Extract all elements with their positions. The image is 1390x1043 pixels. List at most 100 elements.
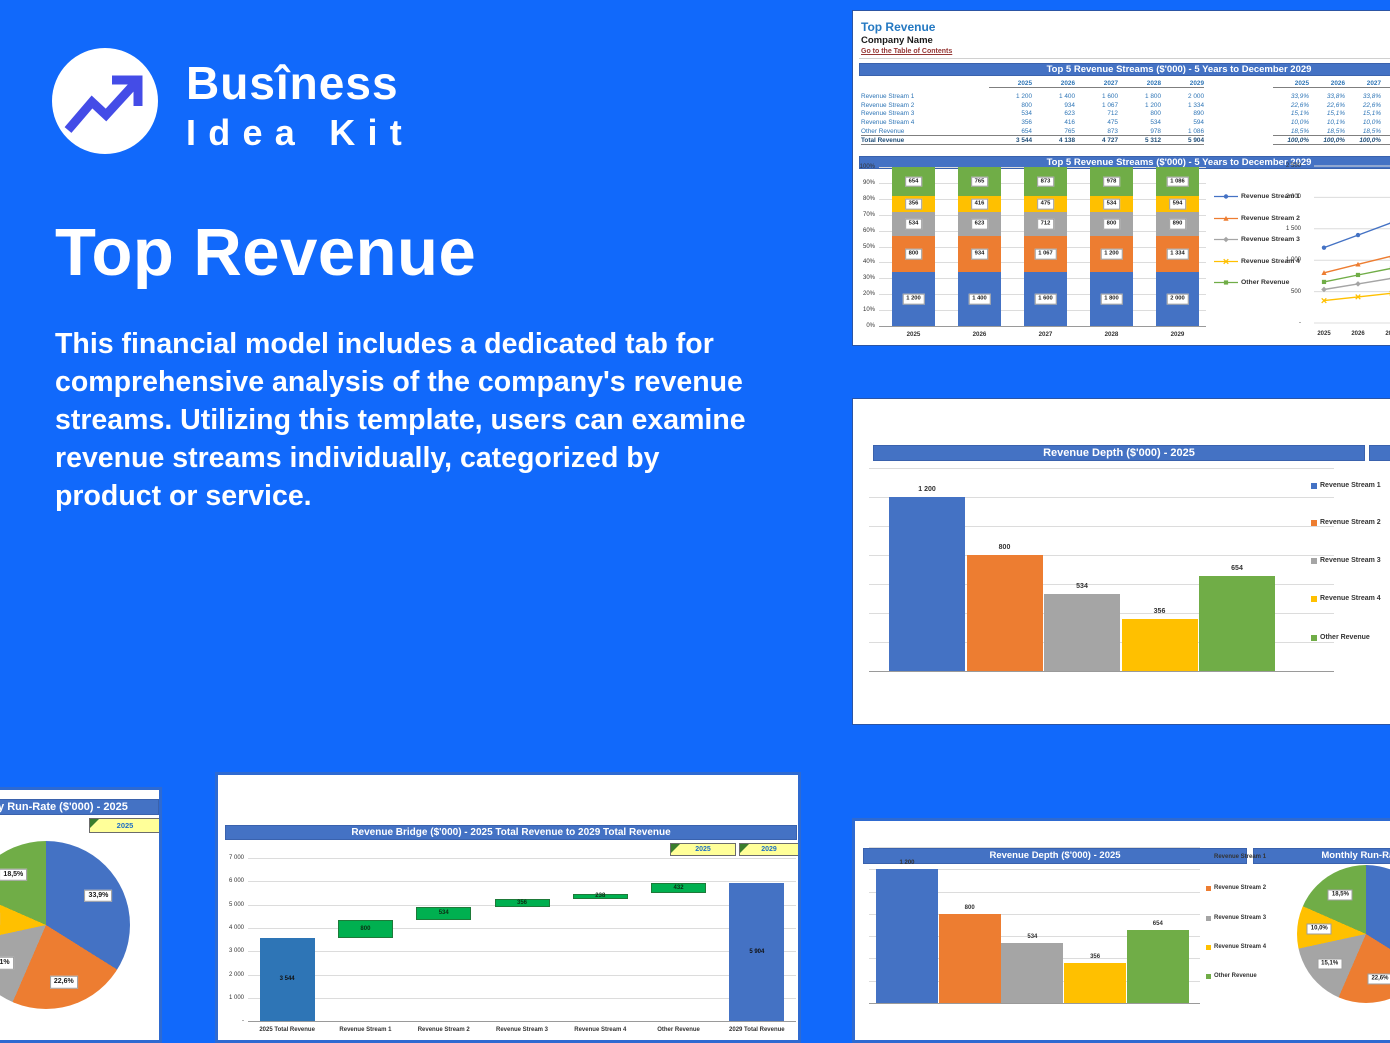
table-cell: 18,5% xyxy=(1345,128,1381,136)
bar-segment-label: 765 xyxy=(970,176,989,188)
bar-value-label: 534 xyxy=(1076,582,1088,590)
table-cell: 2026 xyxy=(1032,80,1075,88)
legend-label: Other Revenue xyxy=(1214,973,1257,979)
table-cell: 2 000 xyxy=(1188,92,1204,100)
table-cell: 100,0% xyxy=(1309,137,1345,145)
table-cell: 18,5% xyxy=(1273,128,1309,136)
brand-wordmark: Busîness Idea Kit xyxy=(186,56,414,154)
revenue-stream-3-legend-swatch xyxy=(1206,915,1211,921)
bar-segment-label: 934 xyxy=(970,248,989,260)
x-axis-label: 2028 xyxy=(1104,331,1119,338)
table-header-row: 202520262027202820292025202620272028 xyxy=(861,79,1390,89)
y-axis-label: 20% xyxy=(862,291,875,298)
y-axis-label: 1 000 xyxy=(228,994,244,1001)
table-cell: 890 xyxy=(1193,110,1204,118)
runrate-title-bar: Monthly Run-Rate ($'000) - 2025 xyxy=(0,799,159,815)
legend-label: Revenue Stream 1 xyxy=(1241,193,1300,200)
table-of-contents-link[interactable]: Go to the Table of Contents xyxy=(861,48,953,55)
bar-segment-label: 1 067 xyxy=(1034,248,1057,260)
bar-segment-label: 1 200 xyxy=(1100,248,1123,260)
gridline xyxy=(869,671,1334,672)
pie-slice-label: 33,9% xyxy=(84,889,113,903)
table-cell: 765 xyxy=(1032,128,1075,136)
table-cell: 1 334 xyxy=(1188,101,1204,109)
legend-label: Revenue Stream 2 xyxy=(1241,214,1300,222)
legend-label: Revenue Stream 3 xyxy=(1241,236,1300,244)
y-axis-label: 40% xyxy=(862,259,875,266)
table-cell: 15,1% xyxy=(1326,110,1345,118)
x-axis-label: 2029 xyxy=(1170,331,1185,338)
line-y-axis-label: 1 000 xyxy=(1285,257,1301,264)
stacked-bar-chart: 0% 10% 20% 30% 40% 50% 60% 70% 80% 90% 100% 1 200 80… xyxy=(853,11,1390,345)
y-axis-label: 100% xyxy=(859,164,875,170)
next-title-bar-stub xyxy=(1369,445,1390,461)
bar-value-label: 654 xyxy=(1152,921,1163,928)
bridge-to-dropdown[interactable]: 2029 xyxy=(739,843,798,856)
table-cell: 10,0% xyxy=(1290,119,1309,127)
legend-label: Other Revenue xyxy=(1241,279,1290,287)
bar xyxy=(1001,943,1064,1003)
waterfall-bar-label: 432 xyxy=(673,884,684,891)
table-row: Other Revenue 654 765 873 978 1 086 18,5% 18,5%… xyxy=(861,127,1390,136)
table-cell: 18,4% xyxy=(1381,128,1390,136)
table-cell: 800 xyxy=(1021,101,1032,109)
line-chart-plot xyxy=(1314,165,1390,324)
bar-value-label: 356 xyxy=(1090,954,1101,961)
table-cell: 5 904 xyxy=(1161,137,1204,145)
gridline xyxy=(869,555,1334,556)
line-x-axis-label: 2026 xyxy=(1351,331,1365,337)
table-cell: 534 xyxy=(1021,110,1032,118)
legend-label: Revenue Stream 3 xyxy=(1214,915,1267,921)
table-cell: 100,0% xyxy=(1381,137,1390,145)
x-axis-label: Revenue Stream 3 xyxy=(495,1027,549,1033)
table-cell: 1 200 xyxy=(1145,101,1161,109)
revenue-stream-4-legend-swatch xyxy=(1206,944,1211,950)
pie-slice-label: 22,6% xyxy=(49,976,78,989)
gridline xyxy=(248,927,796,929)
bar xyxy=(1121,619,1198,671)
bar-segment-label: 800 xyxy=(904,248,923,260)
gridline xyxy=(248,1021,796,1023)
legend-label: Revenue Stream 4 xyxy=(1320,595,1381,602)
bar-segment-label: 654 xyxy=(904,176,923,187)
waterfall-bar-label: 3 544 xyxy=(279,976,295,983)
legend-item: Other Revenue xyxy=(1214,278,1289,287)
x-axis-label: 2027 xyxy=(1038,331,1053,338)
bar-segment-label: 475 xyxy=(1036,199,1055,210)
table-cell: 1 400 xyxy=(1059,92,1075,100)
sheet-depth-and-runrate: Revenue Depth ($'000) - 2025 Monthly Run… xyxy=(852,818,1390,1043)
table-cell: 1 600 xyxy=(1102,92,1118,100)
y-axis-label: 7 000 xyxy=(228,855,244,861)
legend-item: Revenue Stream 2 xyxy=(1311,519,1381,526)
pie-slice-label: 18,5% xyxy=(1327,889,1353,901)
bar xyxy=(876,869,938,1003)
revenue-stream-3-legend-swatch xyxy=(1311,557,1317,564)
other-revenue-legend-swatch xyxy=(1311,634,1317,641)
legend-label: Other Revenue xyxy=(1320,634,1370,641)
gridline xyxy=(869,846,1200,848)
legend-item: Revenue Stream 2 xyxy=(1206,885,1266,891)
y-axis-label: 10% xyxy=(862,307,875,314)
legend-item: Revenue Stream 4 xyxy=(1206,944,1266,950)
waterfall-bar xyxy=(729,883,785,1021)
table-cell: 978 xyxy=(1118,128,1161,136)
bar-segment-label: 873 xyxy=(1036,176,1055,188)
y-axis-label: 0% xyxy=(866,323,875,329)
revenue-stream-1-legend-icon xyxy=(1214,194,1238,199)
table-cell: Total Revenue xyxy=(861,137,989,145)
year-filter-dropdown[interactable]: 2025 xyxy=(89,818,159,833)
y-axis-label: 5 000 xyxy=(228,901,244,908)
bar xyxy=(889,497,965,671)
other-revenue-legend-icon xyxy=(1214,280,1238,285)
gridline xyxy=(869,1003,1200,1004)
line-y-axis-label: - xyxy=(1299,320,1301,326)
y-axis-label: 2 000 xyxy=(228,971,244,978)
table-cell: 712 xyxy=(1107,110,1118,118)
bar xyxy=(1044,593,1120,671)
bridge-title-bar: Revenue Bridge ($'000) - 2025 Total Reve… xyxy=(225,825,797,840)
legend-item: Other Revenue xyxy=(1311,634,1370,641)
depth-bar-chart-2: 1 200 800 534 356 654 Revenue Stream 1 Revenue… xyxy=(855,821,1390,1040)
bridge-from-dropdown[interactable]: 2025 xyxy=(670,843,736,856)
x-axis-label: Revenue Stream 4 xyxy=(574,1027,627,1033)
